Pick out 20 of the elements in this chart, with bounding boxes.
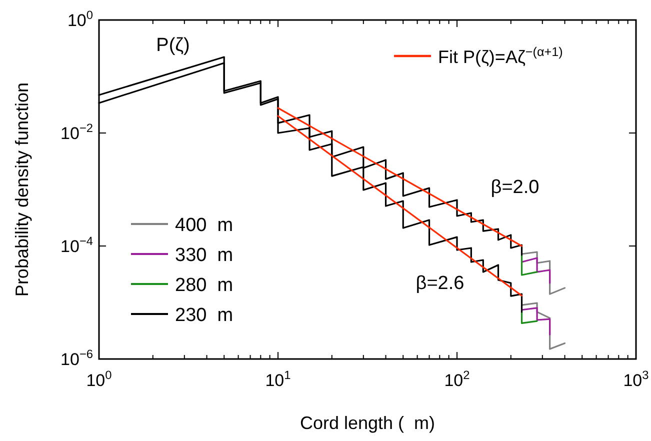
line-series [520,257,551,284]
legend-label: 400 m [175,215,234,236]
line-series [520,307,551,336]
y-tick-label: 10$^{−6}$ [60,347,94,369]
legend-label: 330 m [175,245,234,266]
y-tick-label: 10$^{0}$ [67,8,94,30]
x-tick-label: 10$^{2}$ [444,368,470,390]
x-tick-label: 10$^{0}$ [86,368,112,390]
legend-label: 230 m [175,305,234,326]
y-tick-label: 10$^{−4}$ [60,234,94,256]
y-axis-title: Probability density function [12,82,32,297]
x-tick-label: 10$^{3}$ [623,368,650,390]
y-tick-label: 10$^{−2}$ [60,121,94,143]
legend-label: 280 m [175,275,234,296]
annotation: β=2.6 [416,273,464,294]
legend-label: Fit P(ζ)=Aζ$^{−(α+1)}$ [438,45,563,67]
x-tick-label: 10$^{1}$ [265,368,292,390]
annotation: β=2.0 [490,177,540,198]
x-axis-title: Cord length ( m) [300,413,436,433]
annotation: P(ζ) [156,35,190,56]
